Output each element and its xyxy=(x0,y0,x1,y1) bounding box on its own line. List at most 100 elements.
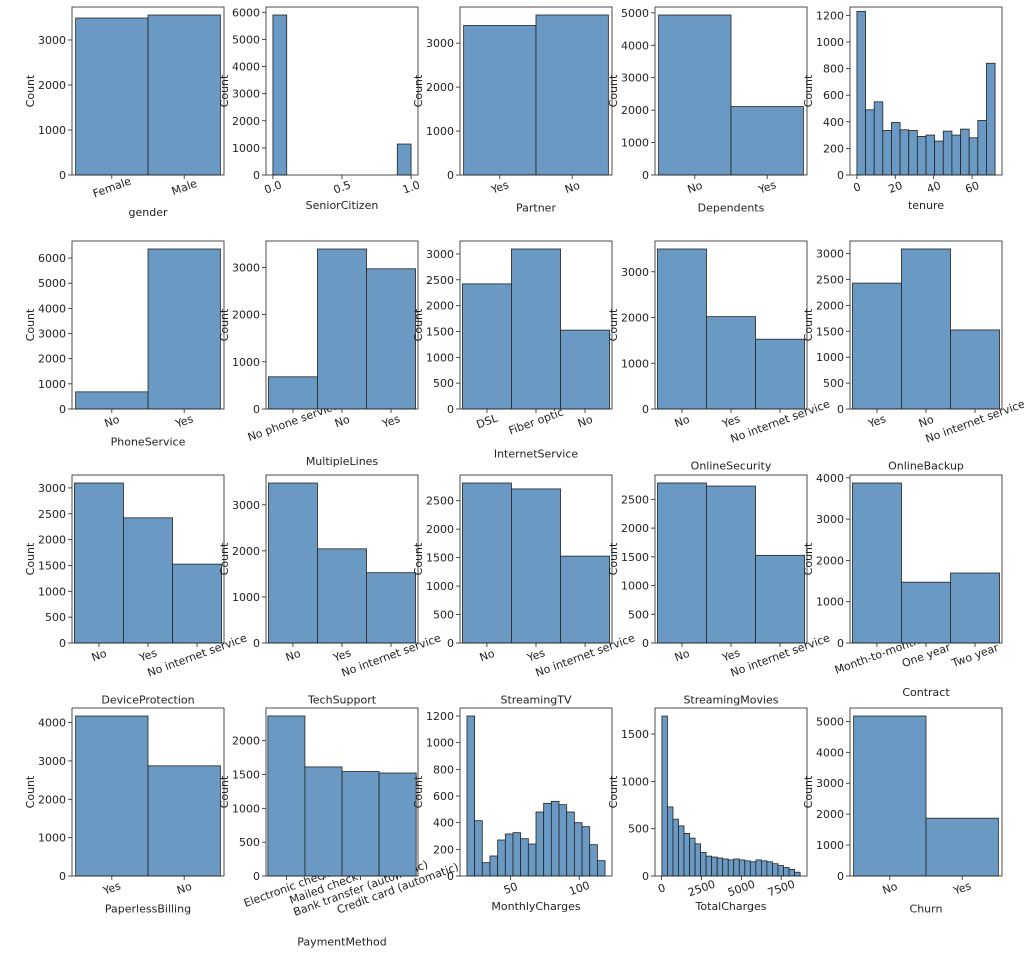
x-tick-label: No xyxy=(686,179,705,196)
bar xyxy=(672,818,679,877)
bar xyxy=(856,10,866,176)
bar xyxy=(566,811,575,877)
x-tick-label: No xyxy=(284,647,303,664)
bar xyxy=(341,771,380,877)
bar xyxy=(716,857,724,877)
bar xyxy=(683,833,690,877)
y-tick-label: 1000 xyxy=(426,737,454,750)
bar xyxy=(366,268,416,410)
x-tick-label: No xyxy=(673,647,692,664)
bar xyxy=(934,140,944,176)
axes-frame xyxy=(654,6,808,176)
y-tick-label: 3000 xyxy=(816,777,844,790)
y-tick-label: 0 xyxy=(253,870,260,883)
bar xyxy=(123,517,173,644)
bar xyxy=(865,109,875,176)
y-tick-label: 0 xyxy=(59,169,66,182)
y-axis-label: Count xyxy=(24,74,37,107)
y-tick-label: 1000 xyxy=(38,124,66,137)
axes-frame xyxy=(849,707,1003,877)
bar xyxy=(366,572,416,644)
y-tick-label: 0 xyxy=(642,169,649,182)
y-tick-label: 1500 xyxy=(426,325,454,338)
bar xyxy=(722,858,729,877)
bar xyxy=(755,338,805,410)
x-tick-label: No xyxy=(673,413,692,430)
bar xyxy=(667,806,674,877)
y-axis-label: Count xyxy=(802,308,815,341)
x-tick-label: 0 xyxy=(852,180,863,195)
x-axis-label: StreamingMovies xyxy=(683,694,778,707)
axes-frame xyxy=(849,240,1003,410)
y-tick-label: 0 xyxy=(447,637,454,650)
x-axis-label: PaperlessBilling xyxy=(105,903,191,916)
x-axis-label: MultipleLines xyxy=(306,455,379,468)
y-tick-label: 1000 xyxy=(426,125,454,138)
axes-frame xyxy=(265,6,419,176)
y-tick-label: 500 xyxy=(433,377,454,390)
x-tick-label: No xyxy=(103,413,122,430)
y-tick-label: 1000 xyxy=(621,580,649,593)
y-axis-label: Count xyxy=(24,542,37,575)
subplot: 0 1000 2000 3000 Yes No Partner Count xyxy=(412,6,613,215)
bar xyxy=(960,128,970,176)
y-tick-label: 3000 xyxy=(232,261,260,274)
y-tick-label: 6000 xyxy=(38,252,66,265)
x-tick-label: Yes xyxy=(173,412,195,431)
y-axis-label: Count xyxy=(24,775,37,808)
bar xyxy=(694,843,701,877)
x-axis-label: OnlineBackup xyxy=(888,460,964,473)
x-tick-label: Yes xyxy=(951,879,973,898)
y-tick-label: 0 xyxy=(447,403,454,416)
y-tick-label: 1200 xyxy=(426,710,454,723)
bar xyxy=(589,844,598,877)
bar xyxy=(901,248,951,410)
axes-frame xyxy=(654,240,808,410)
y-tick-label: 2500 xyxy=(816,273,844,286)
bar xyxy=(75,391,149,410)
y-tick-label: 3000 xyxy=(38,482,66,495)
y-tick-label: 0 xyxy=(447,870,454,883)
bar xyxy=(852,282,902,410)
y-tick-label: 1000 xyxy=(232,356,260,369)
y-tick-label: 4000 xyxy=(38,302,66,315)
x-tick-label: No xyxy=(563,179,582,196)
axes-frame xyxy=(849,6,1003,176)
bar xyxy=(678,825,685,877)
y-tick-label: 0 xyxy=(59,637,66,650)
x-axis-label: Partner xyxy=(516,202,556,215)
bar xyxy=(738,859,746,877)
y-tick-label: 2000 xyxy=(38,793,66,806)
bar xyxy=(711,856,718,877)
y-tick-label: 2000 xyxy=(38,534,66,547)
x-tick-label: Yes xyxy=(137,646,159,665)
subplot: 0 200 400 600 800 1000 1200 0 20 40 60 tenure Count xyxy=(802,6,1003,212)
y-tick-label: 3000 xyxy=(426,248,454,261)
bar xyxy=(147,14,221,176)
x-tick-label: 0 xyxy=(656,881,667,896)
y-tick-label: 1000 xyxy=(232,142,260,155)
x-tick-label: Yes xyxy=(866,412,888,431)
y-tick-label: 2500 xyxy=(426,495,454,508)
subplot: 0 1000 2000 3000 4000 5000 6000 No Yes PhoneServi… xyxy=(24,240,225,449)
y-axis-label: Count xyxy=(607,74,620,107)
axes-frame xyxy=(459,707,613,877)
y-tick-label: 600 xyxy=(823,89,844,102)
bar xyxy=(463,25,537,176)
x-axis-label: tenure xyxy=(908,199,944,212)
bar xyxy=(75,17,149,176)
x-tick-label: No xyxy=(576,413,595,430)
x-tick-label: No xyxy=(917,413,936,430)
bar xyxy=(755,554,805,644)
bar xyxy=(852,482,902,644)
bar xyxy=(75,715,149,877)
y-tick-label: 2000 xyxy=(426,300,454,313)
y-tick-label: 1000 xyxy=(232,802,260,815)
